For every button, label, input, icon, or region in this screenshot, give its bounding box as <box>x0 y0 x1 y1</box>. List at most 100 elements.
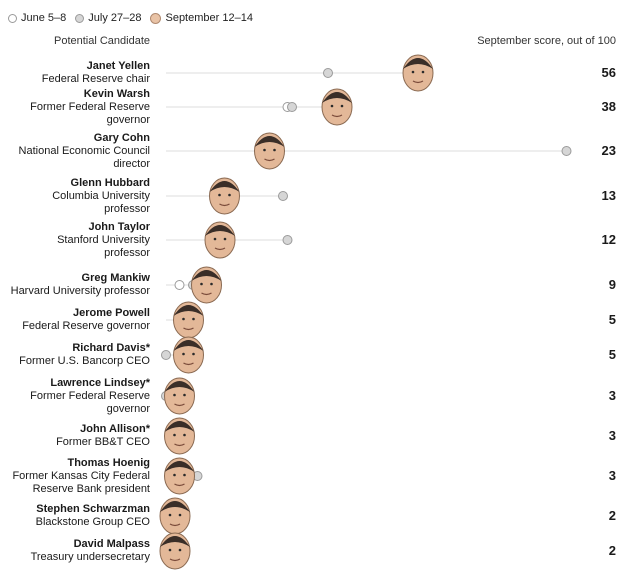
mouth-icon <box>174 443 185 447</box>
hair-icon <box>403 58 433 69</box>
eye-icon <box>183 433 186 437</box>
hair-icon <box>164 461 195 472</box>
candidate-name: David Malpass <box>73 538 150 550</box>
eye-icon <box>182 352 185 356</box>
eye-icon <box>421 70 425 74</box>
september-face-glenn-hubbard <box>209 177 240 215</box>
july-point-richard-davis <box>161 350 171 360</box>
candidate-label-lawrence-lindsey: Lawrence Lindsey* Former Federal Reserve g… <box>0 377 150 416</box>
september-face-john-taylor <box>204 221 236 259</box>
hair-icon <box>254 136 285 147</box>
mouth-icon <box>331 114 343 118</box>
candidate-name: Glenn Hubbard <box>70 176 150 189</box>
eye-icon <box>223 237 227 241</box>
candidate-name: Stephen Schwarzman <box>36 503 150 515</box>
candidate-role: director <box>113 157 150 170</box>
candidate-name: Kevin Warsh <box>83 87 150 100</box>
september-score-thomas-hoenig: 3 <box>608 468 616 483</box>
candidate-label-john-taylor: John Taylor Stanford University professor <box>0 221 150 260</box>
september-face-john-allison <box>164 417 195 455</box>
mouth-icon <box>174 403 185 407</box>
hair-icon <box>209 181 240 192</box>
legend-label-september: September 12–14 <box>165 12 253 24</box>
september-face-kevin-warsh <box>321 88 353 126</box>
eye-icon <box>330 104 334 108</box>
september-score-glenn-hubbard: 13 <box>601 188 616 203</box>
legend-marker-june <box>8 13 17 23</box>
candidate-role: National Economic Council <box>18 144 150 157</box>
july-point-gary-cohn <box>561 146 572 156</box>
june-point-greg-mankiw <box>174 280 185 290</box>
column-header-score: September score, out of 100 <box>477 35 616 47</box>
candidate-role: Federal Reserve governor <box>22 320 150 332</box>
hair-icon <box>191 270 222 281</box>
candidate-name: Greg Mankiw <box>81 272 150 284</box>
eye-icon <box>168 548 172 552</box>
candidate-name: Gary Cohn <box>93 131 150 144</box>
september-score-stephen-schwarzman: 2 <box>608 508 616 523</box>
candidate-role: Blackstone Group CEO <box>35 516 150 528</box>
september-score-lawrence-lindsey: 3 <box>608 388 616 403</box>
candidate-role: Former Kansas City Federal <box>12 469 150 482</box>
eye-icon <box>178 513 182 517</box>
eye-icon <box>183 473 186 477</box>
july-point-janet-yellen <box>323 68 333 78</box>
september-face-thomas-hoenig <box>164 457 195 495</box>
legend-item-june: June 5–8 <box>8 12 66 24</box>
candidate-role: Former Federal Reserve <box>30 389 150 402</box>
candidate-name: Lawrence Lindsey* <box>50 376 150 389</box>
candidate-role: professor <box>104 202 150 215</box>
eye-icon <box>340 104 344 108</box>
candidate-role: Treasury undersecretary <box>30 551 150 563</box>
candidate-label-stephen-schwarzman: Stephen Schwarzman Blackstone Group CEO <box>0 503 150 529</box>
mouth-icon <box>183 327 194 331</box>
eye-icon <box>213 237 217 241</box>
eye-icon <box>182 317 185 321</box>
july-point-john-taylor <box>282 235 293 245</box>
candidate-label-greg-mankiw: Greg Mankiw Harvard University professor <box>0 272 150 298</box>
candidate-label-david-malpass: David Malpass Treasury undersecretary <box>0 538 150 564</box>
candidate-label-richard-davis: Richard Davis* Former U.S. Bancorp CEO <box>0 342 150 368</box>
september-score-richard-davis: 5 <box>608 347 616 362</box>
september-score-kevin-warsh: 38 <box>601 99 616 114</box>
september-face-lawrence-lindsey <box>164 377 195 415</box>
candidate-label-kevin-warsh: Kevin Warsh Former Federal Reserve governo… <box>0 88 150 127</box>
september-face-gary-cohn <box>254 132 285 170</box>
september-score-gary-cohn: 23 <box>601 143 616 158</box>
hair-icon <box>164 421 195 432</box>
candidate-role: Former U.S. Bancorp CEO <box>19 355 150 367</box>
hair-icon <box>322 92 352 103</box>
candidate-role: Federal Reserve chair <box>41 73 150 85</box>
july-point-kevin-warsh <box>287 102 297 112</box>
legend-item-july: July 27–28 <box>75 12 141 24</box>
eye-icon <box>173 473 176 477</box>
candidate-label-gary-cohn: Gary Cohn National Economic Council direct… <box>0 132 150 171</box>
candidate-label-glenn-hubbard: Glenn Hubbard Columbia University professo… <box>0 177 150 216</box>
september-face-jerome-powell <box>173 301 204 339</box>
candidate-role: Former Federal Reserve <box>30 100 150 113</box>
mouth-icon <box>201 292 212 296</box>
mouth-icon <box>214 247 226 251</box>
candidate-name: John Allison* <box>80 423 150 435</box>
candidate-role: Harvard University professor <box>10 285 150 297</box>
hair-icon <box>160 536 190 547</box>
september-score-david-malpass: 2 <box>608 543 616 558</box>
september-face-janet-yellen <box>402 54 434 92</box>
candidate-name: Thomas Hoenig <box>67 456 150 469</box>
eye-icon <box>218 193 221 197</box>
eye-icon <box>263 148 266 152</box>
september-score-greg-mankiw: 9 <box>608 277 616 292</box>
mouth-icon <box>183 362 194 366</box>
eye-icon <box>273 148 276 152</box>
candidate-role: governor <box>106 113 150 126</box>
eye-icon <box>173 433 176 437</box>
legend-label-july: July 27–28 <box>88 12 142 24</box>
candidate-role: Reserve Bank president <box>32 482 150 495</box>
legend-marker-july <box>75 13 85 23</box>
september-face-stephen-schwarzman <box>159 497 191 535</box>
eye-icon <box>168 513 172 517</box>
september-face-greg-mankiw <box>191 266 222 304</box>
eye-icon <box>183 393 186 397</box>
candidate-role: governor <box>106 402 150 415</box>
